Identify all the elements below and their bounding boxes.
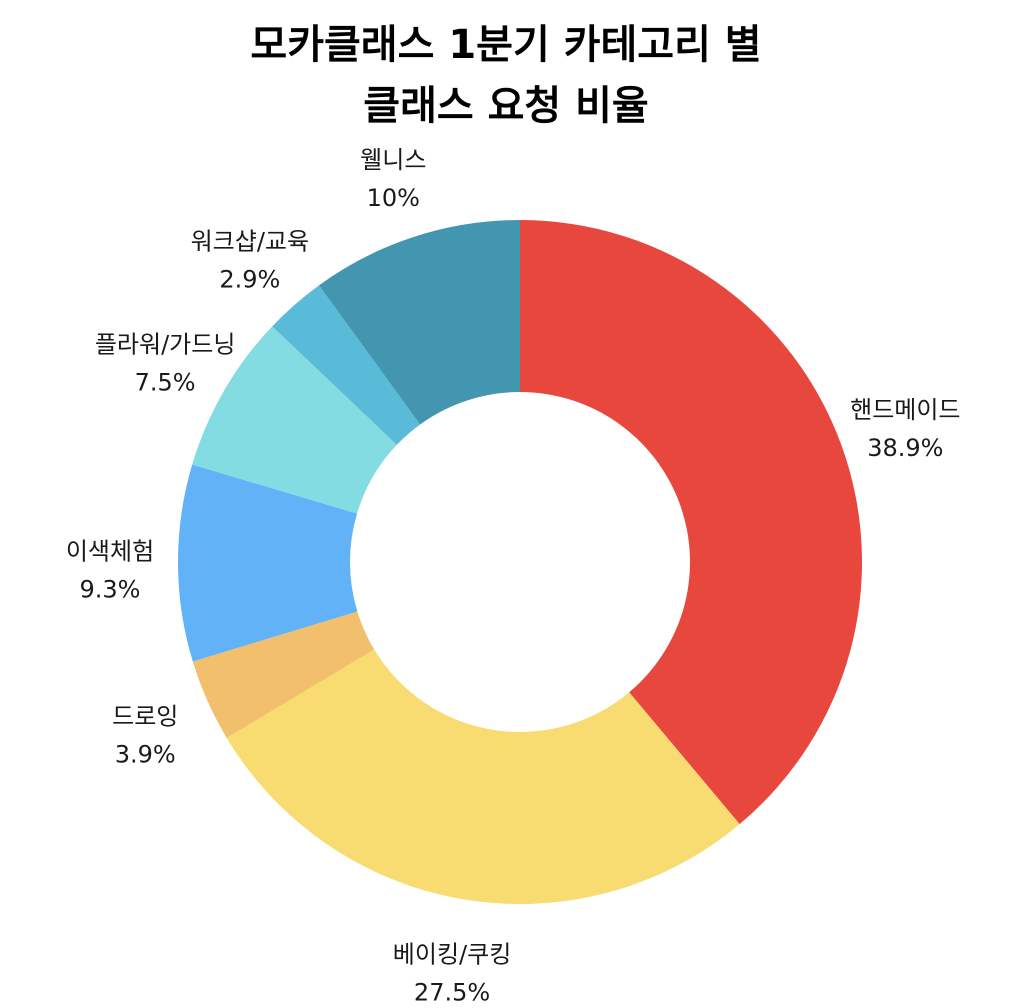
chart-title-line-1: 모카클래스 1분기 카테고리 별 [250, 22, 761, 68]
slice-1 [226, 649, 740, 904]
slice-value-label-1: 27.5% [414, 978, 490, 1006]
slice-value-label-0: 38.9% [867, 434, 943, 462]
slice-value-label-4: 7.5% [135, 369, 196, 397]
slice-value-label-2: 3.9% [115, 740, 176, 768]
slice-label-5: 워크샵/교육 [191, 228, 310, 256]
slice-3 [177, 464, 358, 662]
slice-label-2: 드로잉 [112, 702, 178, 730]
slice-label-6: 웰니스 [360, 146, 426, 174]
slice-value-label-6: 10% [367, 184, 420, 212]
slice-value-label-3: 9.3% [80, 575, 141, 603]
chart-title-line-2: 클래스 요청 비율 [363, 83, 648, 129]
slice-2 [192, 611, 375, 738]
slice-5 [272, 285, 421, 445]
labels-layer: 핸드메이드 38.9% 베이킹/쿠킹 27.5% 드로잉 3.9% 이색체험 9.3% 플라워/… [66, 146, 961, 1006]
slice-label-3: 이색체험 [66, 537, 154, 565]
slice-6 [318, 220, 520, 425]
slice-label-0: 핸드메이드 [850, 396, 960, 424]
slice-4 [192, 326, 397, 514]
slice-label-1: 베이킹/쿠킹 [393, 940, 512, 968]
slice-0 [520, 220, 862, 825]
slices-layer [177, 220, 862, 904]
slice-label-4: 플라워/가드닝 [95, 331, 236, 359]
slice-value-label-5: 2.9% [219, 266, 280, 294]
